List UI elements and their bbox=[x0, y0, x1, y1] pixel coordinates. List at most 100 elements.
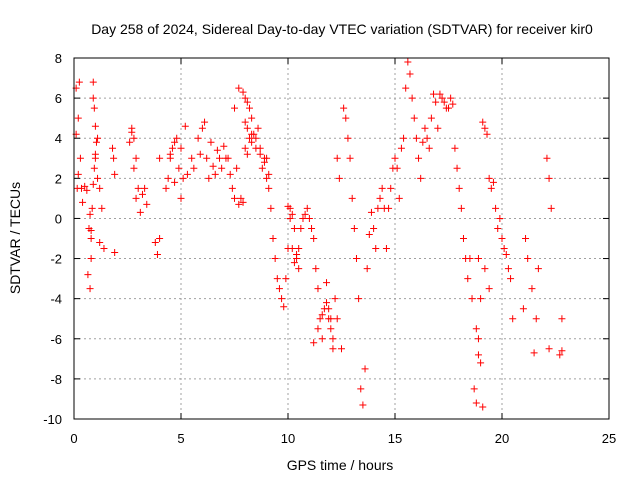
x-tick-label: 15 bbox=[388, 431, 402, 446]
data-point bbox=[194, 134, 202, 142]
data-point bbox=[75, 78, 83, 86]
data-point bbox=[477, 359, 485, 367]
data-point bbox=[494, 224, 502, 232]
data-point bbox=[547, 204, 555, 212]
data-point bbox=[295, 265, 303, 273]
data-point bbox=[171, 138, 179, 146]
data-point bbox=[90, 164, 98, 172]
data-point bbox=[519, 305, 527, 313]
y-tick-label: 2 bbox=[55, 171, 62, 186]
data-point bbox=[468, 295, 476, 303]
data-point bbox=[110, 154, 118, 162]
data-point bbox=[260, 154, 268, 162]
data-point bbox=[344, 134, 352, 142]
data-point bbox=[376, 194, 384, 202]
data-point bbox=[90, 104, 98, 112]
data-point bbox=[357, 385, 365, 393]
data-point bbox=[130, 164, 138, 172]
data-point bbox=[143, 200, 151, 208]
data-point bbox=[109, 144, 117, 152]
data-point bbox=[474, 351, 482, 359]
data-point bbox=[408, 94, 416, 102]
data-point bbox=[335, 174, 343, 182]
data-point bbox=[472, 399, 480, 407]
data-points bbox=[72, 58, 566, 411]
data-point bbox=[216, 154, 224, 162]
data-point bbox=[410, 114, 418, 122]
data-point bbox=[498, 235, 506, 242]
data-point bbox=[248, 138, 256, 146]
data-point bbox=[427, 114, 435, 122]
data-point bbox=[213, 146, 221, 154]
data-point bbox=[382, 245, 390, 253]
data-point bbox=[485, 174, 493, 182]
data-point bbox=[275, 285, 283, 293]
data-point bbox=[558, 347, 566, 355]
data-point bbox=[359, 401, 367, 409]
y-tick-label: 0 bbox=[55, 211, 62, 226]
data-point bbox=[301, 210, 309, 218]
data-point bbox=[91, 154, 99, 162]
data-point bbox=[134, 184, 142, 192]
y-tick-label: -4 bbox=[50, 292, 62, 307]
data-point bbox=[241, 94, 249, 102]
data-point bbox=[372, 245, 380, 253]
data-point bbox=[273, 275, 281, 283]
data-point bbox=[243, 150, 251, 158]
data-point bbox=[459, 235, 467, 242]
data-point bbox=[481, 124, 489, 132]
x-axis-label: GPS time / hours bbox=[287, 457, 394, 473]
data-point bbox=[406, 70, 414, 78]
data-point bbox=[333, 315, 341, 323]
data-point bbox=[171, 178, 179, 186]
data-point bbox=[198, 124, 206, 132]
y-axis-label: SDTVAR / TECUs bbox=[7, 182, 23, 294]
data-point bbox=[248, 130, 256, 138]
data-point bbox=[74, 170, 82, 178]
data-point bbox=[233, 164, 241, 172]
data-point bbox=[243, 124, 251, 132]
data-point bbox=[545, 345, 553, 353]
data-point bbox=[284, 202, 292, 210]
data-point bbox=[367, 208, 375, 216]
x-tick-label: 10 bbox=[281, 431, 295, 446]
data-point bbox=[92, 138, 100, 146]
data-point bbox=[293, 255, 301, 263]
data-point bbox=[181, 122, 189, 130]
data-point bbox=[393, 164, 401, 172]
data-point bbox=[79, 198, 87, 206]
data-point bbox=[522, 235, 530, 242]
data-point bbox=[487, 184, 495, 192]
data-point bbox=[83, 186, 91, 194]
data-point bbox=[207, 138, 215, 146]
data-point bbox=[151, 239, 159, 247]
y-tick-label: -8 bbox=[50, 372, 62, 387]
data-point bbox=[265, 184, 273, 192]
data-point bbox=[177, 144, 185, 152]
data-point bbox=[474, 335, 482, 343]
data-point bbox=[299, 214, 307, 222]
data-point bbox=[524, 255, 532, 263]
data-point bbox=[141, 184, 149, 192]
data-point bbox=[245, 104, 253, 112]
data-point bbox=[290, 259, 298, 267]
data-point bbox=[256, 144, 264, 152]
y-tick-label: 4 bbox=[55, 131, 62, 146]
data-point bbox=[252, 134, 260, 142]
data-point bbox=[314, 285, 322, 293]
plot-frame bbox=[73, 57, 610, 420]
data-point bbox=[168, 144, 176, 152]
data-point bbox=[481, 265, 489, 273]
data-point bbox=[449, 100, 457, 108]
data-point bbox=[402, 84, 410, 92]
y-tick-label: 8 bbox=[55, 51, 62, 66]
data-point bbox=[310, 235, 318, 242]
data-point bbox=[331, 295, 339, 303]
data-point bbox=[211, 170, 219, 178]
data-point bbox=[352, 255, 360, 263]
data-point bbox=[190, 164, 198, 172]
data-point bbox=[348, 194, 356, 202]
data-point bbox=[374, 204, 382, 212]
data-point bbox=[98, 204, 106, 212]
data-point bbox=[239, 198, 247, 206]
